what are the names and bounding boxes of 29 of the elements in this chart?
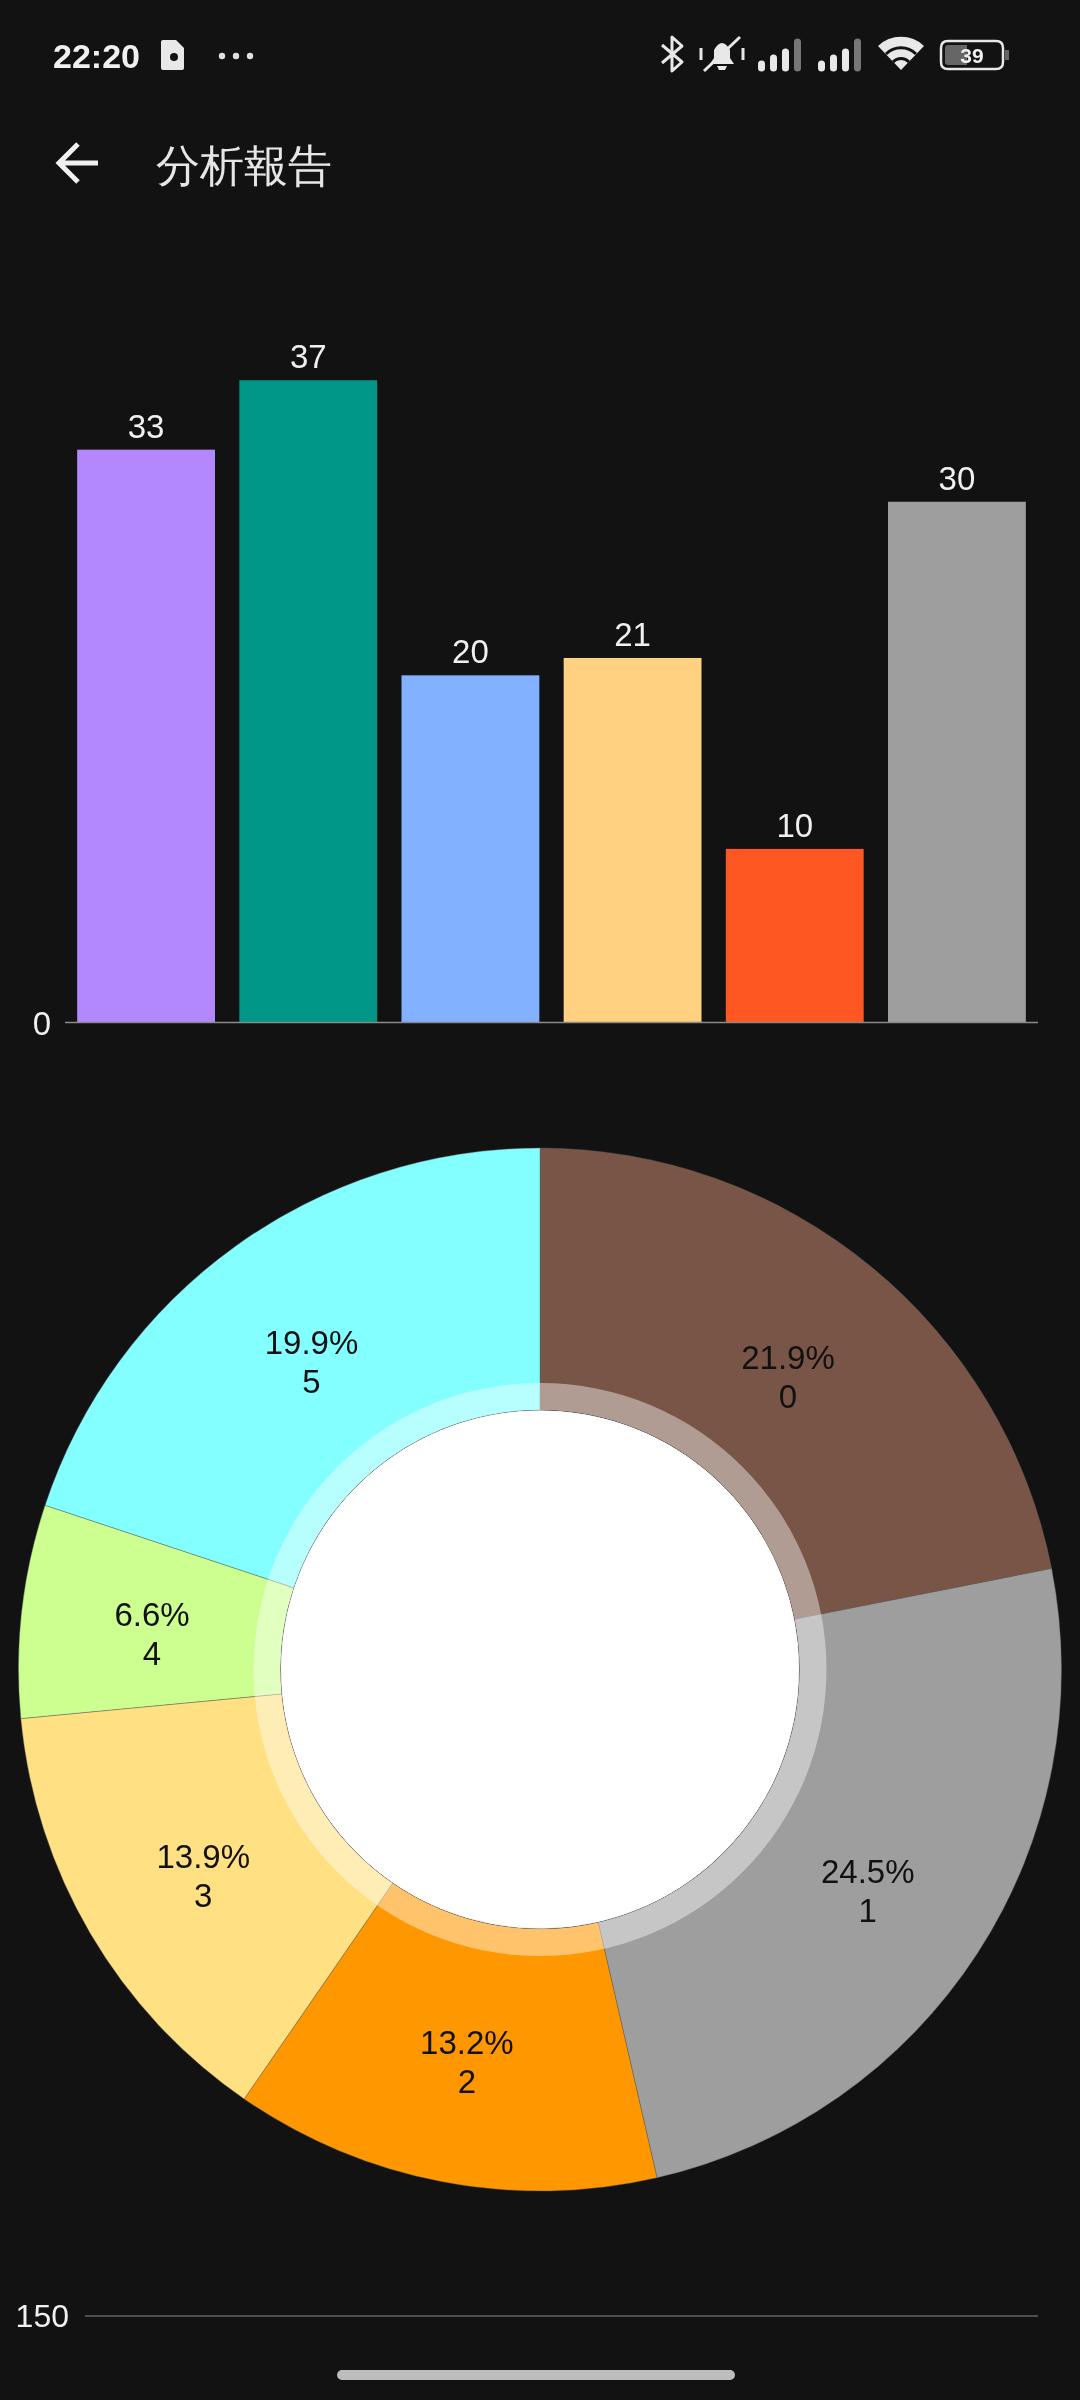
text: 150 — [15, 2298, 69, 2334]
text: 22:20 — [53, 37, 140, 75]
data-label: 10 — [776, 806, 814, 844]
data-label: 13.2% — [420, 2024, 514, 2062]
slice-label: 3 — [194, 1877, 213, 1915]
text: 39 — [960, 44, 984, 67]
data-label: 33 — [127, 407, 165, 445]
data-label: 21.9% — [741, 1338, 835, 1376]
data-label: 19.9% — [264, 1323, 359, 1361]
bar — [239, 380, 378, 1023]
bar — [563, 657, 702, 1023]
slice-label: 5 — [302, 1362, 321, 1400]
data-label: 6.6% — [114, 1596, 190, 1634]
bar — [888, 501, 1026, 1023]
text: 0 — [32, 1004, 51, 1042]
slice-label: 1 — [858, 1891, 877, 1929]
data-label: 30 — [938, 459, 976, 497]
data-label: 21 — [614, 615, 651, 653]
bar — [725, 848, 864, 1023]
bar — [401, 675, 540, 1023]
data-label: 24.5% — [820, 1852, 915, 1890]
data-label: 13.9% — [156, 1838, 251, 1876]
slice-label: 4 — [142, 1635, 162, 1673]
data-label: 37 — [289, 338, 327, 376]
data-label: 20 — [452, 633, 489, 671]
slice-label: 0 — [778, 1377, 798, 1415]
bar — [77, 449, 215, 1023]
chart-title: 分析報告 — [156, 141, 332, 190]
slice-label: 2 — [457, 2063, 477, 2101]
